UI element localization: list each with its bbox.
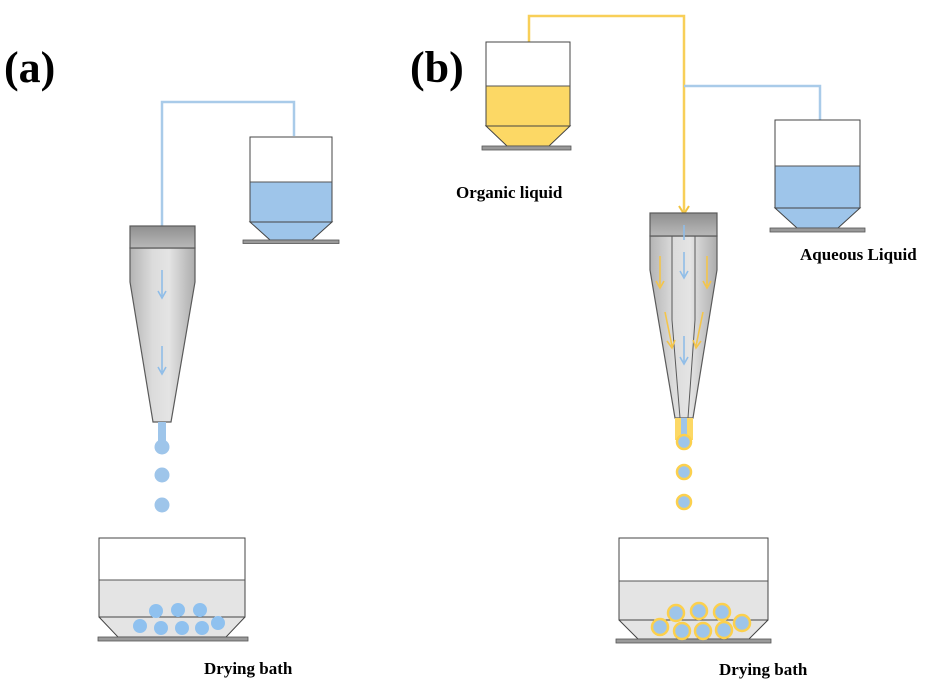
drying-bath-b-label: Drying bath [719,660,808,679]
organic-tank [481,41,572,151]
capsule [693,621,713,641]
capsule [732,613,752,633]
capsule [689,601,709,621]
capsule [714,620,734,640]
bead [133,619,147,633]
bead [149,604,163,618]
aqueous-tank [242,136,340,244]
aqueous-liquid-label: Aqueous Liquid [800,245,917,264]
capsule [675,493,693,511]
capsule [666,603,686,623]
bead [175,621,189,635]
falling-capsules [675,433,693,511]
aqueous-feed-pipe [160,100,296,244]
organic-liquid-label: Organic liquid [456,183,563,202]
drying-bath-a [97,537,249,642]
bead [171,603,185,617]
capsule [712,602,732,622]
coaxial-nozzle [649,212,718,440]
aqueous-tank [769,119,866,233]
droplet [154,497,170,513]
aqueous-feed-pipe [684,84,822,120]
panel-b-label: (b) [410,43,464,92]
panel-a: (a) [4,43,340,678]
bead [195,621,209,635]
bead [154,621,168,635]
bead [193,603,207,617]
drying-bath-b [615,537,772,644]
bead [211,616,225,630]
capsule [672,621,692,641]
panel-a-label: (a) [4,43,55,92]
droplet [154,467,170,483]
capsule [675,463,693,481]
organic-feed-pipe [527,14,686,212]
single-nozzle [129,225,196,442]
capsule [650,617,670,637]
droplet [154,439,170,455]
capsule [675,433,693,451]
falling-droplets [154,439,170,513]
drying-bath-a-label: Drying bath [204,659,293,678]
panel-b: (b) Organic liquid Aqueous Liquid [410,14,917,679]
